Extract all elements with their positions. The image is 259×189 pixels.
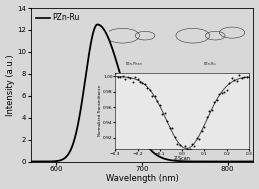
Y-axis label: Intensity (a.u.): Intensity (a.u.) bbox=[5, 54, 15, 116]
Legend: PZn-Ru: PZn-Ru bbox=[34, 12, 82, 24]
X-axis label: Wavelength (nm): Wavelength (nm) bbox=[106, 174, 178, 184]
